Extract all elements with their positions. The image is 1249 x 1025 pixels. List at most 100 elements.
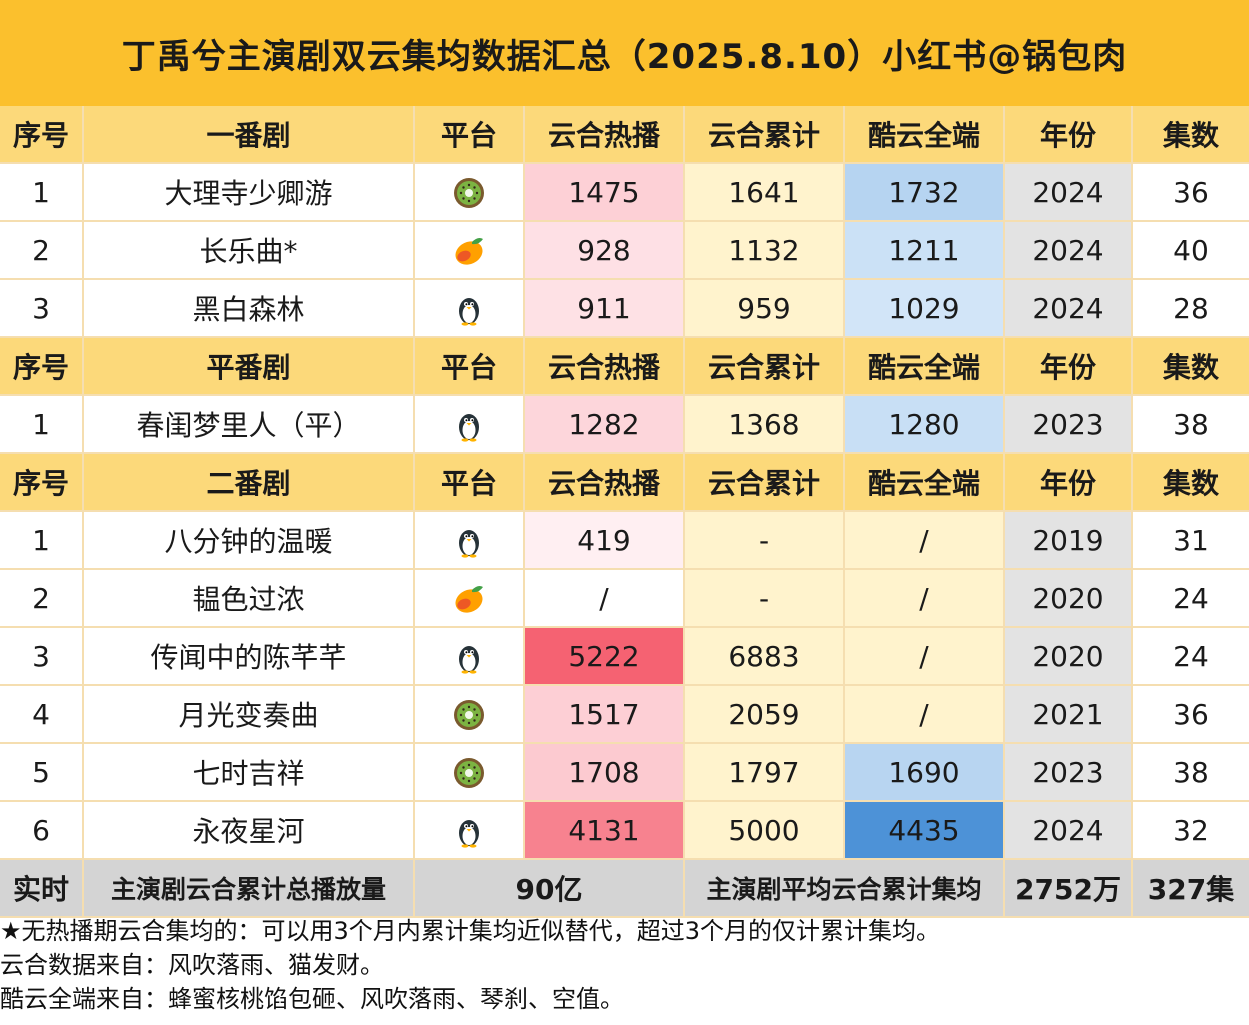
row-index: 1 xyxy=(0,163,84,222)
header-category: 平番剧 xyxy=(83,337,415,396)
row-index: 3 xyxy=(0,279,84,338)
cumulative-value: - xyxy=(684,569,845,628)
row-index: 6 xyxy=(0,801,84,860)
platform-cell xyxy=(414,801,525,860)
kiwi-icon xyxy=(454,699,484,730)
data-table: 序号 一番剧 平台 云合热播 云合累计 酷云全端 年份 集数 1 大理寺少卿游 1475 1641 17… xyxy=(0,106,1249,918)
page-title: 丁禹兮主演剧双云集均数据汇总（2025.8.10）小红书@锅包肉 xyxy=(121,36,1128,77)
platform-cell xyxy=(414,685,525,744)
header-episodes: 集数 xyxy=(1132,337,1249,396)
year-value: 2024 xyxy=(1004,163,1133,222)
year-value: 2024 xyxy=(1004,221,1133,280)
average-value: 2752万 xyxy=(1004,859,1133,918)
table-row: 4 月光变奏曲 1517 2059/2021 36 xyxy=(0,685,1249,744)
table-row: 1 春闺梦里人（平） 1282 1368 1280 2023 38 xyxy=(0,395,1249,454)
total-value: 90亿 xyxy=(414,859,685,918)
penguin-icon xyxy=(459,819,479,848)
row-index: 1 xyxy=(0,395,84,454)
mango-icon xyxy=(455,237,483,265)
header-index: 序号 xyxy=(0,106,84,164)
cumulative-value: 959 xyxy=(684,279,845,338)
header-index: 序号 xyxy=(0,453,84,512)
table-row: 2 韫色过浓 / -/2020 24 xyxy=(0,569,1249,628)
drama-name: 永夜星河 xyxy=(83,801,415,860)
header-category: 二番剧 xyxy=(83,453,415,512)
header-platform: 平台 xyxy=(414,337,525,396)
header-hot: 云合热播 xyxy=(524,337,685,396)
kiwi-icon xyxy=(454,177,484,208)
header-kuyun: 酷云全端 xyxy=(844,106,1005,164)
drama-name: 春闺梦里人（平） xyxy=(83,395,415,454)
cumulative-value: - xyxy=(684,511,845,570)
kuyun-value: / xyxy=(844,685,1005,744)
drama-name: 黑白森林 xyxy=(83,279,415,338)
kiwi-icon xyxy=(454,757,484,788)
table-row: 3 黑白森林 911 959 1029 2024 28 xyxy=(0,279,1249,338)
mango-icon xyxy=(455,585,483,613)
platform-cell xyxy=(414,511,525,570)
hot-value: / xyxy=(524,569,685,628)
cumulative-value: 2059 xyxy=(684,685,845,744)
header-platform: 平台 xyxy=(414,106,525,164)
average-label: 主演剧平均云合累计集均 xyxy=(684,859,1005,918)
cumulative-value: 1368 xyxy=(684,395,845,454)
header-year: 年份 xyxy=(1004,453,1133,512)
table-row: 3 传闻中的陈芊芊 5222 6883/2020 24 xyxy=(0,627,1249,686)
header-episodes: 集数 xyxy=(1132,453,1249,512)
penguin-icon xyxy=(459,413,479,442)
header-hot: 云合热播 xyxy=(524,106,685,164)
cumulative-value: 6883 xyxy=(684,627,845,686)
year-value: 2023 xyxy=(1004,743,1133,802)
drama-name: 大理寺少卿游 xyxy=(83,163,415,222)
penguin-icon xyxy=(459,645,479,674)
header-cumulative: 云合累计 xyxy=(684,453,845,512)
episodes-value: 38 xyxy=(1132,395,1249,454)
row-index: 2 xyxy=(0,569,84,628)
platform-cell xyxy=(414,569,525,628)
kuyun-value: 1029 xyxy=(844,279,1005,338)
platform-cell xyxy=(414,743,525,802)
episodes-value: 28 xyxy=(1132,279,1249,338)
drama-name: 七时吉祥 xyxy=(83,743,415,802)
hot-value: 5222 xyxy=(524,627,685,686)
episodes-value: 38 xyxy=(1132,743,1249,802)
row-index: 5 xyxy=(0,743,84,802)
platform-cell xyxy=(414,627,525,686)
platform-cell xyxy=(414,221,525,280)
header-episodes: 集数 xyxy=(1132,106,1249,164)
row-index: 3 xyxy=(0,627,84,686)
header-category: 一番剧 xyxy=(83,106,415,164)
row-index: 4 xyxy=(0,685,84,744)
episodes-total: 327集 xyxy=(1132,859,1249,918)
episodes-value: 24 xyxy=(1132,627,1249,686)
penguin-icon xyxy=(459,529,479,558)
episodes-value: 36 xyxy=(1132,163,1249,222)
kuyun-value: 4435 xyxy=(844,801,1005,860)
header-cumulative: 云合累计 xyxy=(684,106,845,164)
hot-value: 1708 xyxy=(524,743,685,802)
header-row: 序号 一番剧 平台 云合热播 云合累计 酷云全端 年份 集数 xyxy=(0,106,1249,164)
header-row: 序号 二番剧 平台 云合热播 云合累计 酷云全端 年份 集数 xyxy=(0,453,1249,512)
year-value: 2024 xyxy=(1004,801,1133,860)
table-row: 2 长乐曲* 928 1132 1211 2024 40 xyxy=(0,221,1249,280)
kuyun-value: / xyxy=(844,511,1005,570)
platform-cell xyxy=(414,163,525,222)
episodes-value: 24 xyxy=(1132,569,1249,628)
episodes-value: 36 xyxy=(1132,685,1249,744)
header-year: 年份 xyxy=(1004,106,1133,164)
header-kuyun: 酷云全端 xyxy=(844,453,1005,512)
table-row: 1 大理寺少卿游 1475 1641 1732 2024 36 xyxy=(0,163,1249,222)
row-index: 1 xyxy=(0,511,84,570)
year-value: 2021 xyxy=(1004,685,1133,744)
table-row: 1 八分钟的温暖 419-/2019 31 xyxy=(0,511,1249,570)
header-kuyun: 酷云全端 xyxy=(844,337,1005,396)
table-row: 6 永夜星河 4131 5000 4435 2024 32 xyxy=(0,801,1249,860)
hot-value: 928 xyxy=(524,221,685,280)
header-platform: 平台 xyxy=(414,453,525,512)
total-label: 主演剧云合累计总播放量 xyxy=(83,859,415,918)
header-index: 序号 xyxy=(0,337,84,396)
drama-name: 月光变奏曲 xyxy=(83,685,415,744)
drama-name: 韫色过浓 xyxy=(83,569,415,628)
header-hot: 云合热播 xyxy=(524,453,685,512)
penguin-icon xyxy=(459,297,479,326)
